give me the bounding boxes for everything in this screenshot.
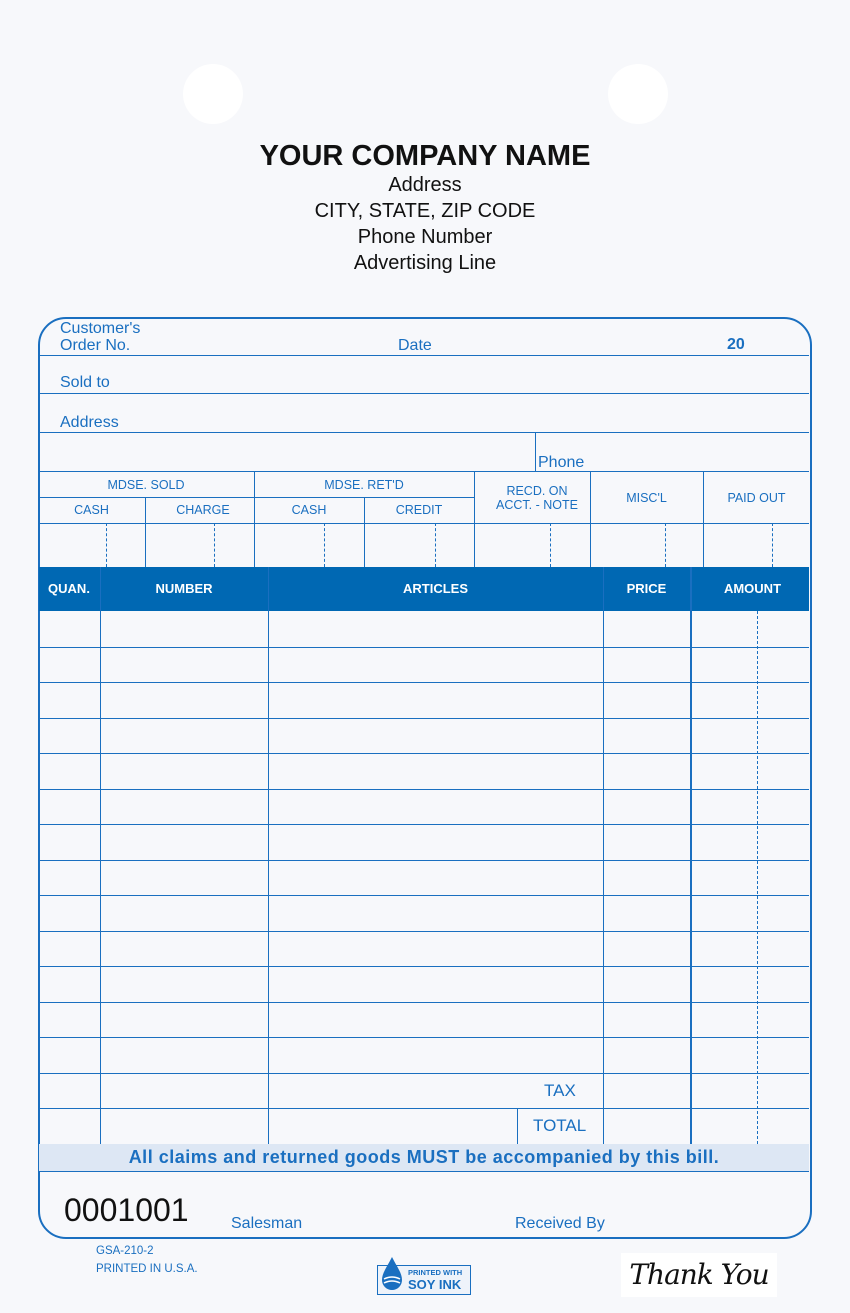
rule	[364, 497, 365, 567]
rule	[535, 432, 536, 471]
column-rule	[691, 567, 692, 1144]
tax-label: TAX	[544, 1081, 576, 1100]
credit-label: CREDIT	[395, 503, 443, 517]
recd-label-1: RECD. ON	[506, 484, 568, 498]
recd-label-2: ACCT. - NOTE	[496, 498, 578, 512]
dash	[550, 523, 551, 567]
order-no-label-1: Customer's	[60, 320, 141, 337]
dash	[772, 523, 773, 567]
mdse-sold-label: MDSE. SOLD	[107, 478, 185, 492]
column-quan: QUAN.	[48, 581, 90, 596]
table-row-rule	[39, 646, 809, 648]
rule	[590, 471, 591, 567]
claims-notice: All claims and returned goods MUST be ac…	[39, 1144, 809, 1171]
company-phone: Phone Number	[357, 226, 493, 248]
miscl-label: MISC'L	[626, 491, 667, 505]
rule	[39, 471, 809, 472]
table-row-rule	[39, 1108, 809, 1109]
soy-ink-logo: PRINTED WITH SOY INK	[377, 1257, 471, 1295]
total-label: TOTAL	[533, 1116, 587, 1135]
rule	[703, 471, 704, 567]
rule	[39, 1170, 809, 1172]
table-row-rule	[39, 824, 809, 825]
rule	[145, 497, 146, 567]
cents-dash	[757, 611, 758, 1144]
rule	[39, 355, 809, 356]
table-row-rule	[39, 753, 809, 754]
printed-in-usa: PRINTED IN U.S.A.	[96, 1263, 198, 1275]
rule	[474, 471, 475, 567]
rule	[39, 523, 809, 524]
rule	[254, 471, 255, 567]
year-prefix: 20	[727, 336, 745, 353]
rule	[39, 432, 809, 433]
dash	[106, 523, 107, 567]
column-number: NUMBER	[155, 581, 213, 596]
table-header	[39, 567, 809, 611]
sold-to-label: Sold to	[60, 374, 110, 391]
column-rule	[603, 567, 604, 1144]
mdse-retd-label: MDSE. RET'D	[324, 478, 404, 492]
company-name: YOUR COMPANY NAME	[259, 140, 591, 172]
table-row-rule	[39, 682, 809, 683]
salesman-label: Salesman	[231, 1215, 303, 1232]
cash-sold-label: CASH	[74, 503, 109, 517]
rule	[39, 393, 809, 394]
date-label: Date	[398, 337, 432, 354]
column-articles: ARTICLES	[403, 581, 468, 596]
paid-out-label: PAID OUT	[727, 491, 786, 505]
table-row-rule	[39, 788, 809, 790]
cash-retd-label: CASH	[291, 503, 327, 517]
dash	[435, 523, 436, 567]
table-row-rule	[39, 930, 809, 932]
table-row-rule	[39, 717, 809, 719]
thank-you-script: Thank You	[621, 1253, 777, 1297]
table-row-rule	[39, 1001, 809, 1003]
table-row-rule	[39, 966, 809, 967]
punch-hole-right	[608, 64, 668, 124]
ink-drop-icon	[382, 1257, 402, 1290]
company-advertising: Advertising Line	[353, 252, 497, 274]
dash	[214, 523, 215, 567]
address-label: Address	[60, 414, 119, 431]
form-code: GSA-210-2	[96, 1245, 154, 1257]
order-no-label-2: Order No.	[60, 337, 131, 354]
column-amount: AMOUNT	[723, 581, 782, 596]
table-row-rule	[39, 1072, 809, 1074]
sales-form	[38, 317, 812, 1239]
table-row-rule	[39, 1037, 809, 1038]
punch-hole-left	[183, 64, 243, 124]
column-price: PRICE	[626, 581, 667, 596]
soy-ink-text-2: SOY INK	[408, 1277, 462, 1292]
rule	[39, 497, 474, 498]
serial-number: 0001001	[64, 1192, 189, 1228]
soy-ink-text-1: PRINTED WITH	[408, 1268, 463, 1277]
received-by-label: Received By	[515, 1215, 605, 1232]
dash	[665, 523, 666, 567]
company-address: Address	[388, 174, 462, 196]
table-row-rule	[39, 859, 809, 861]
phone-label: Phone	[538, 454, 585, 471]
column-rule	[100, 567, 101, 1144]
company-city: CITY, STATE, ZIP CODE	[314, 200, 536, 222]
total-box-rule	[517, 1108, 518, 1144]
column-rule	[268, 567, 269, 1144]
table-row-rule	[39, 895, 809, 896]
column-rule	[690, 567, 691, 1144]
charge-label: CHARGE	[176, 503, 230, 517]
dash	[324, 523, 325, 567]
